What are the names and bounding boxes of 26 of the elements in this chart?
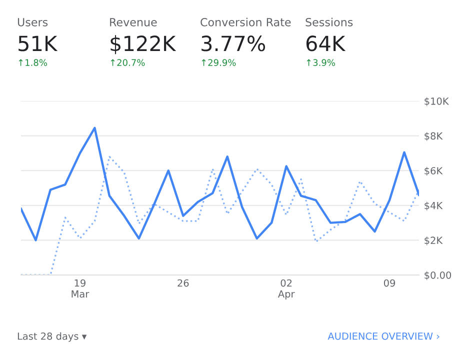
y-tick-label: $10K <box>424 97 449 106</box>
text: ↑20.7% <box>110 59 145 66</box>
text: ↑3.9% <box>306 59 335 66</box>
text: Users <box>18 18 48 26</box>
x-tick-label: 19 Mar <box>72 279 90 298</box>
text: AUDIENCE OVERVIEW › <box>328 332 440 340</box>
text: Sessions <box>306 18 353 26</box>
y-tick-label: $6K <box>424 166 443 176</box>
line-series <box>21 126 419 242</box>
line-series <box>21 156 419 275</box>
x-tick-label: 26 <box>178 279 189 287</box>
text: 64K <box>306 36 346 52</box>
y-tick-label: $0.00 <box>424 271 452 280</box>
text: Conversion Rate <box>200 18 291 26</box>
x-tick-label: 02 Apr <box>278 279 295 300</box>
text: ↑29.9% <box>202 59 236 66</box>
y-tick-label: $2K <box>424 236 443 246</box>
y-tick-label: $8K <box>424 132 443 141</box>
x-tick-label: 09 <box>384 279 396 287</box>
text: Last 28 days ▾ <box>18 332 87 342</box>
text: ↑1.8% <box>18 59 47 66</box>
text: 51K <box>18 36 58 52</box>
text: $122K <box>110 35 176 54</box>
text: Revenue <box>110 18 157 26</box>
text: 3.77% <box>202 36 266 52</box>
y-tick-label: $4K <box>424 202 443 211</box>
